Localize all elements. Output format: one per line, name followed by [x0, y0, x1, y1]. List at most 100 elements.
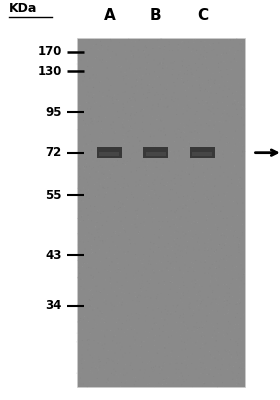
Point: [80, 186, 84, 193]
Point: [214, 337, 218, 344]
Point: [78, 301, 82, 307]
Point: [80, 237, 85, 244]
Point: [128, 240, 133, 247]
Point: [178, 284, 182, 290]
Point: [90, 231, 94, 238]
Point: [116, 357, 121, 363]
Point: [240, 232, 244, 238]
Point: [222, 334, 227, 340]
Point: [170, 309, 174, 316]
Point: [221, 241, 225, 248]
Point: [181, 306, 185, 313]
Point: [138, 65, 142, 71]
Point: [98, 46, 103, 52]
Point: [203, 38, 207, 45]
Point: [146, 148, 150, 154]
Point: [78, 238, 82, 245]
Point: [211, 287, 215, 294]
Point: [225, 165, 229, 171]
Point: [191, 258, 195, 264]
Point: [210, 151, 215, 158]
Point: [169, 333, 174, 339]
Point: [114, 319, 119, 326]
Point: [127, 153, 131, 159]
Point: [139, 108, 143, 114]
Point: [232, 142, 237, 149]
Point: [187, 294, 191, 301]
Point: [117, 380, 121, 386]
Point: [123, 329, 127, 336]
Point: [146, 348, 151, 355]
Point: [83, 156, 87, 163]
Point: [207, 283, 212, 289]
Point: [152, 215, 156, 222]
Point: [155, 291, 160, 298]
Point: [216, 242, 221, 249]
Point: [199, 52, 203, 58]
Point: [140, 112, 144, 118]
Point: [184, 215, 188, 221]
Point: [167, 340, 171, 347]
Point: [84, 164, 89, 170]
Point: [195, 361, 199, 367]
Point: [177, 314, 182, 321]
Point: [128, 95, 132, 102]
Point: [171, 216, 175, 222]
Point: [128, 221, 133, 227]
Point: [185, 144, 189, 150]
Point: [172, 206, 177, 212]
Point: [154, 138, 158, 144]
Point: [117, 165, 122, 172]
Point: [181, 120, 185, 126]
Point: [221, 53, 225, 59]
Point: [208, 274, 213, 280]
Point: [97, 359, 101, 365]
Point: [97, 356, 101, 362]
Point: [185, 67, 190, 74]
Point: [79, 52, 83, 58]
Point: [146, 60, 151, 66]
Point: [166, 160, 170, 166]
Point: [151, 102, 155, 108]
Point: [238, 290, 242, 296]
Point: [184, 158, 188, 164]
Point: [87, 49, 91, 55]
Point: [208, 352, 213, 358]
Point: [178, 126, 182, 133]
Point: [149, 365, 154, 371]
Point: [234, 348, 239, 355]
Point: [174, 241, 178, 247]
Point: [121, 77, 126, 83]
Point: [206, 331, 210, 338]
Point: [79, 369, 83, 376]
Point: [125, 314, 130, 321]
Point: [134, 206, 139, 212]
Point: [225, 222, 229, 228]
Point: [172, 265, 177, 271]
Point: [111, 163, 116, 169]
Point: [204, 98, 208, 104]
Point: [166, 291, 171, 298]
Point: [212, 80, 217, 87]
Point: [157, 112, 161, 119]
Point: [222, 157, 227, 164]
Point: [131, 276, 136, 282]
Point: [78, 50, 82, 56]
Point: [106, 51, 110, 57]
Point: [142, 284, 146, 291]
Point: [171, 104, 175, 110]
Point: [92, 331, 97, 338]
Point: [130, 133, 135, 140]
Point: [144, 66, 149, 72]
Point: [190, 344, 195, 350]
Point: [87, 250, 91, 257]
Point: [206, 77, 210, 84]
Point: [239, 251, 243, 258]
Point: [122, 140, 126, 146]
Point: [109, 259, 114, 265]
Point: [235, 300, 239, 307]
Point: [206, 145, 210, 152]
Point: [92, 307, 97, 313]
Point: [151, 267, 155, 273]
Point: [133, 254, 137, 260]
